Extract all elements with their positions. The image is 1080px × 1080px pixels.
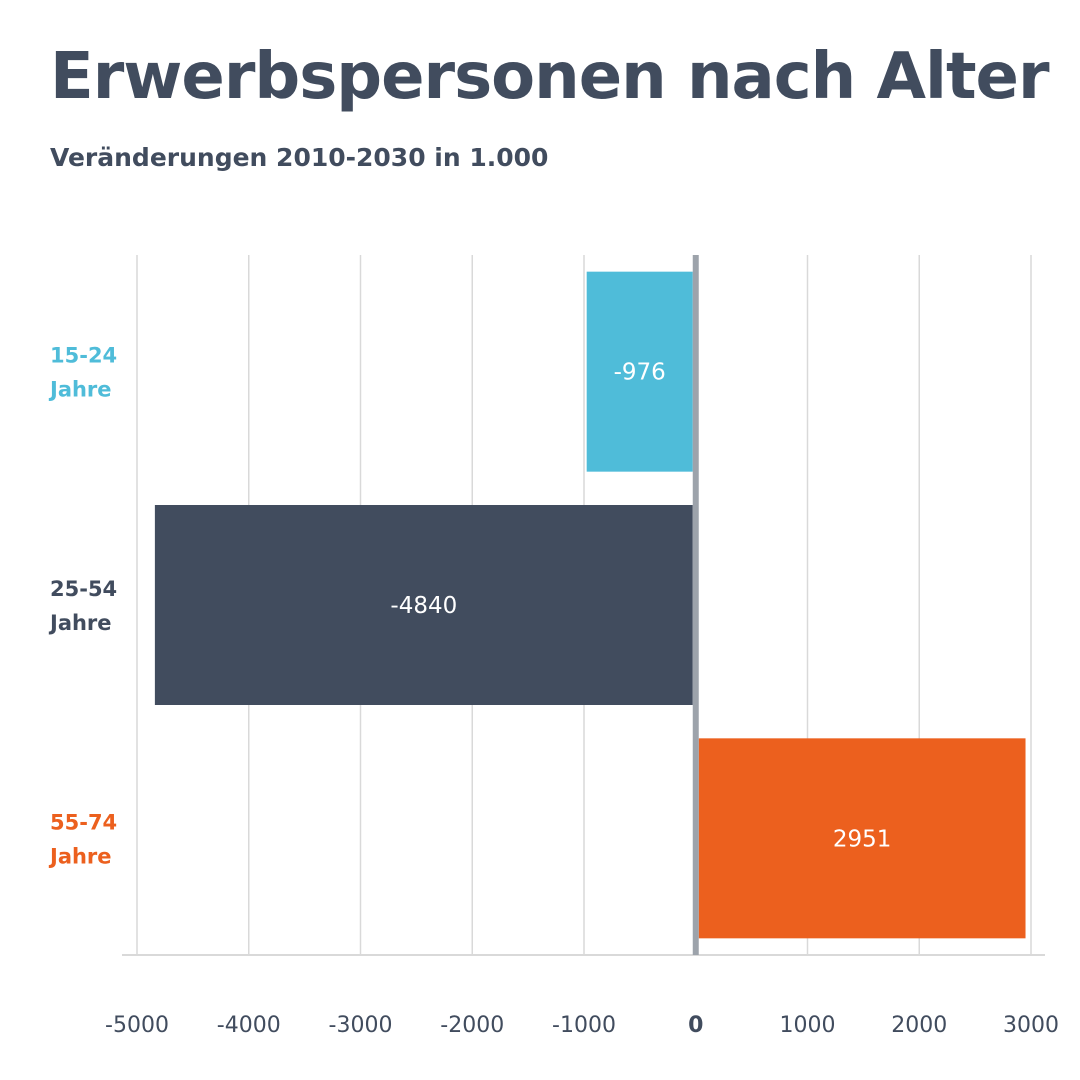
x-tick-label: -3000 — [329, 1013, 393, 1038]
category-label-line: 15-24 — [50, 344, 117, 368]
x-tick-label: -2000 — [440, 1013, 504, 1038]
axes — [122, 255, 1045, 956]
labels: -976 15-24 Jahre -4840 25-54 Jahre 2951 55-74 Ja… — [48, 344, 1059, 1038]
x-tick-label: 3000 — [1003, 1013, 1059, 1038]
category-label-line: Jahre — [48, 378, 112, 402]
category-label-line: 25-54 — [50, 577, 117, 601]
category-label-line: Jahre — [48, 611, 112, 635]
category-label-line: 55-74 — [50, 810, 117, 834]
bar — [586, 271, 693, 472]
bars — [154, 271, 1026, 939]
bar — [698, 738, 1026, 939]
bar — [154, 505, 693, 705]
category-label-line: Jahre — [48, 844, 112, 868]
x-tick-label: 1000 — [780, 1013, 836, 1038]
x-tick-label: -5000 — [105, 1013, 169, 1038]
x-tick-label: 2000 — [891, 1013, 947, 1038]
category-label: 25-54 Jahre — [48, 577, 117, 635]
data-label: -4840 — [390, 593, 457, 619]
chart-subtitle: Veränderungen 2010-2030 in 1.000 — [50, 143, 549, 172]
x-tick-label: -4000 — [217, 1013, 281, 1038]
data-label: 2951 — [833, 826, 892, 852]
chart-title: Erwerbspersonen nach Alter — [50, 40, 1049, 114]
data-label: -976 — [614, 360, 666, 386]
category-label: 55-74 Jahre — [48, 810, 117, 868]
category-label: 15-24 Jahre — [48, 344, 117, 402]
x-tick-label: -1000 — [552, 1013, 616, 1038]
x-tick-label: 0 — [688, 1013, 703, 1038]
